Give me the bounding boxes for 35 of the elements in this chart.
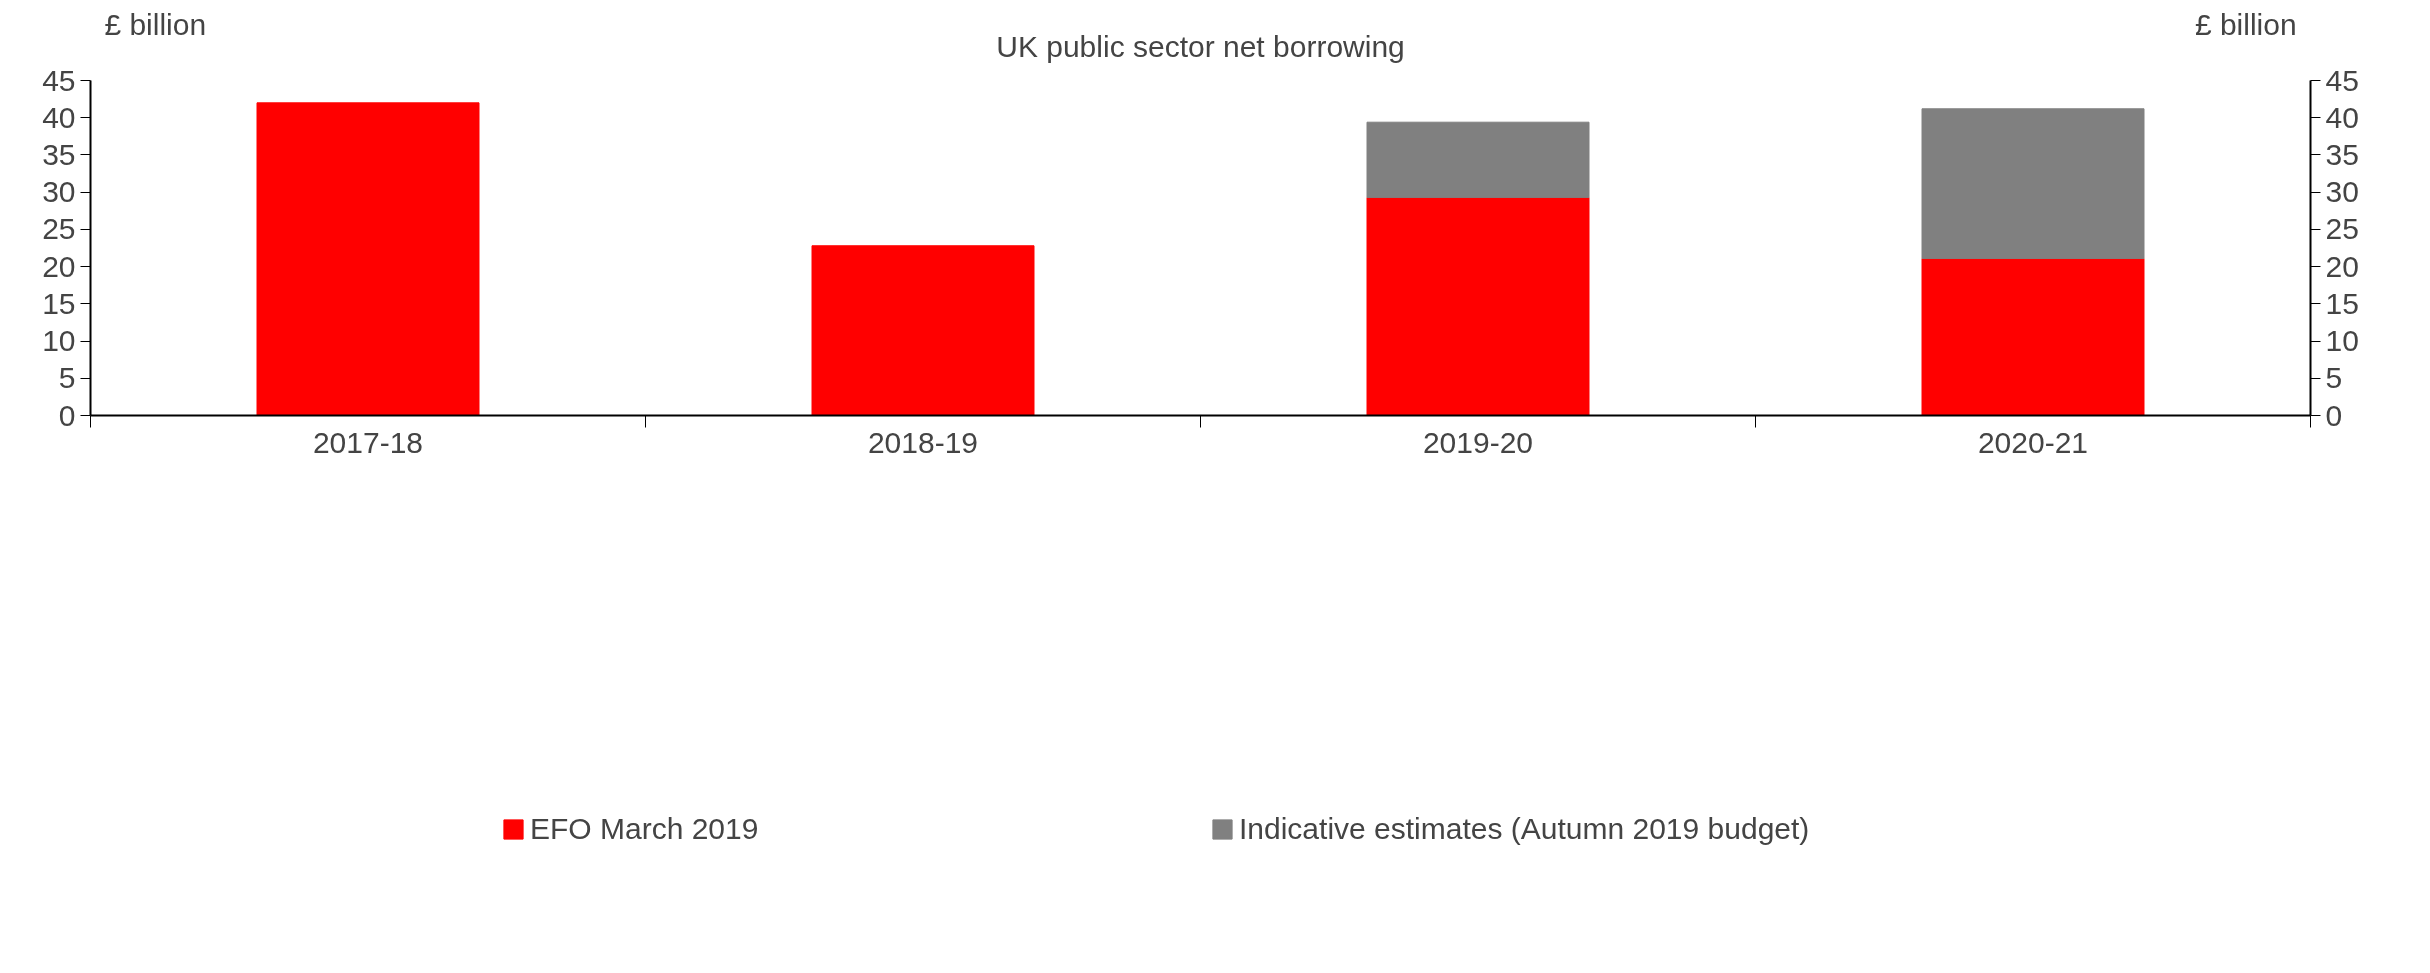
y2-tick-label: 25 xyxy=(2325,212,2359,246)
y2-tick-label: 20 xyxy=(2325,249,2359,283)
y-tick-label: 30 xyxy=(42,175,76,209)
y-tick-label: 20 xyxy=(42,249,76,283)
bar xyxy=(1921,257,2145,416)
y2-tick-label: 0 xyxy=(2325,398,2343,432)
y-tick-label: 15 xyxy=(42,286,76,320)
y2-axis-title: £ billion xyxy=(2194,7,2297,41)
y2-tick-label: 45 xyxy=(2325,63,2359,97)
y-axis-title: £ billion xyxy=(104,7,207,41)
y-tick-label: 10 xyxy=(42,324,76,358)
bar xyxy=(1366,121,1590,198)
y2-tick-label: 15 xyxy=(2325,286,2359,320)
bar xyxy=(256,102,480,416)
bar xyxy=(811,245,1035,416)
x-tick-label: 2019-20 xyxy=(1422,425,1534,459)
y-tick-label: 0 xyxy=(58,398,76,432)
y2-tick-label: 35 xyxy=(2325,137,2359,171)
y-tick-label: 40 xyxy=(42,100,76,134)
x-tick-label: 2020-21 xyxy=(1977,425,2089,459)
legend-label: EFO March 2019 xyxy=(530,812,760,846)
y-tick-label: 25 xyxy=(42,212,76,246)
y-tick-label: 35 xyxy=(42,137,76,171)
y2-tick-label: 10 xyxy=(2325,324,2359,358)
x-tick-label: 2018-19 xyxy=(867,425,979,459)
y2-tick-label: 40 xyxy=(2325,100,2359,134)
bar xyxy=(1366,196,1590,416)
x-tick-label: 2017-18 xyxy=(312,425,424,459)
y-tick-label: 5 xyxy=(58,361,76,395)
legend-label: Indicative estimates (Autumn 2019 budget) xyxy=(1239,812,1811,846)
y-tick-label: 45 xyxy=(42,63,76,97)
y2-tick-label: 30 xyxy=(2325,175,2359,209)
bar xyxy=(1921,108,2145,259)
chart-title: UK public sector net borrowing xyxy=(996,29,1405,63)
y2-tick-label: 5 xyxy=(2325,361,2343,395)
